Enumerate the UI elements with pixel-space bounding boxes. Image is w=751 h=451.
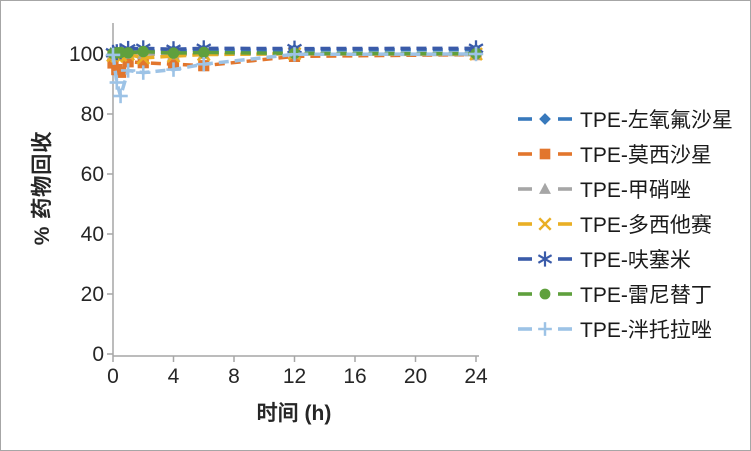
triangle-marker — [539, 182, 551, 194]
square-marker — [114, 66, 127, 78]
plus-marker — [196, 57, 211, 72]
x-tick-label: 20 — [404, 365, 427, 388]
plus-legend-marker-icon — [518, 321, 572, 336]
x-tick-label: 24 — [464, 365, 488, 388]
plus-marker — [166, 62, 181, 77]
square-marker — [137, 57, 149, 69]
y-axis-title: % 药物回收 — [31, 130, 54, 246]
y-tick-label: 20 — [81, 283, 104, 306]
plus-marker — [109, 75, 124, 90]
plus-marker — [113, 88, 128, 104]
plus-marker — [287, 47, 302, 62]
square-legend-marker-icon — [518, 148, 572, 159]
diamond-marker — [539, 112, 551, 125]
legend-item-7: TPE-泮托拉唑 — [517, 311, 733, 346]
asterisk-marker — [537, 250, 553, 267]
y-tick-label: 100 — [69, 43, 104, 66]
x-tick-label: 4 — [168, 365, 180, 388]
legend-label: TPE-多西他赛 — [580, 213, 712, 237]
square-marker — [539, 148, 551, 159]
legend-label: TPE-泮托拉唑 — [580, 318, 712, 342]
circle-marker — [137, 45, 149, 58]
circle-legend-marker-icon — [518, 288, 572, 299]
diamond-legend-marker-icon — [518, 112, 572, 125]
x-axis-title: 时间 (h) — [256, 402, 332, 425]
legend-label: TPE-莫西沙星 — [580, 143, 712, 167]
legend-item-3: TPE-甲硝唑 — [517, 171, 733, 206]
circle-marker — [539, 288, 551, 299]
legend-item-4: TPE-多西他赛 — [517, 206, 733, 241]
y-tick-label: 40 — [81, 223, 104, 246]
legend-item-2: TPE-莫西沙星 — [517, 136, 733, 171]
x-legend-marker-icon — [518, 216, 572, 231]
asterisk-legend-marker-icon — [518, 250, 572, 267]
legend-label: TPE-雷尼替丁 — [580, 283, 712, 307]
legend-item-6: TPE-雷尼替丁 — [517, 276, 733, 311]
circle-marker — [122, 47, 134, 59]
legend-item-1: TPE-左氧氟沙星 — [517, 101, 733, 136]
x-tick-label: 16 — [343, 365, 366, 388]
chart-legend: TPE-左氧氟沙星 TPE-莫西沙星 TPE-甲硝唑 TPE-多西他赛 TPE-呋塞米 T… — [517, 101, 733, 346]
plus-marker — [468, 46, 484, 62]
y-tick-label: 80 — [81, 103, 104, 126]
legend-label: TPE-呋塞米 — [580, 248, 691, 272]
legend-label: TPE-甲硝唑 — [580, 178, 691, 202]
x-marker — [538, 216, 552, 231]
y-tick-label: 60 — [81, 163, 104, 186]
plus-marker — [538, 321, 552, 336]
circle-marker — [167, 47, 180, 59]
x-tick-label: 12 — [283, 365, 306, 388]
plus-marker — [120, 63, 136, 78]
circle-marker — [198, 46, 210, 59]
legend-label: TPE-左氧氟沙星 — [580, 108, 733, 132]
plus-marker — [105, 47, 121, 63]
triangle-legend-marker-icon — [518, 182, 572, 194]
plus-marker — [136, 65, 151, 80]
x-tick-label: 0 — [107, 365, 119, 388]
legend-item-5: TPE-呋塞米 — [517, 241, 733, 276]
y-tick-label: 0 — [92, 343, 104, 366]
x-tick-label: 8 — [228, 365, 240, 388]
square-marker — [122, 56, 134, 68]
